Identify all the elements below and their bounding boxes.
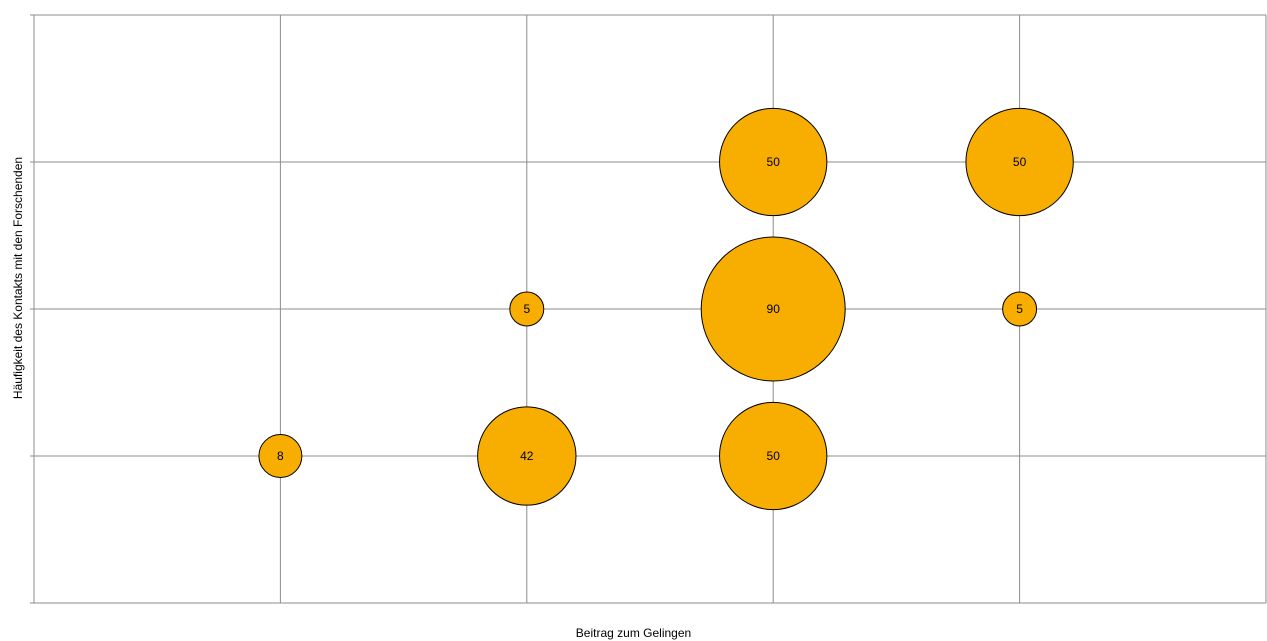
bubble-label: 50 — [1013, 155, 1027, 169]
bubble: 90 — [701, 237, 845, 381]
y-axis-title: Häufigkeit des Kontakts mit den Forschen… — [11, 157, 25, 399]
bubble: 50 — [720, 108, 827, 215]
grid — [30, 15, 1266, 603]
bubble-label: 90 — [767, 302, 781, 316]
bubble: 42 — [478, 407, 576, 505]
bubble-label: 50 — [767, 449, 781, 463]
x-axis-title: Beitrag zum Gelingen — [0, 626, 1267, 640]
bubble: 8 — [259, 435, 302, 478]
bubble: 5 — [510, 292, 544, 326]
bubble: 50 — [720, 402, 827, 509]
bubble: 5 — [1003, 292, 1037, 326]
bubble: 50 — [966, 108, 1073, 215]
bubble-label: 5 — [523, 302, 530, 316]
bubble-label: 50 — [767, 155, 781, 169]
bubble-label: 8 — [277, 449, 284, 463]
bubble-label: 42 — [520, 449, 534, 463]
bubble-label: 5 — [1016, 302, 1023, 316]
